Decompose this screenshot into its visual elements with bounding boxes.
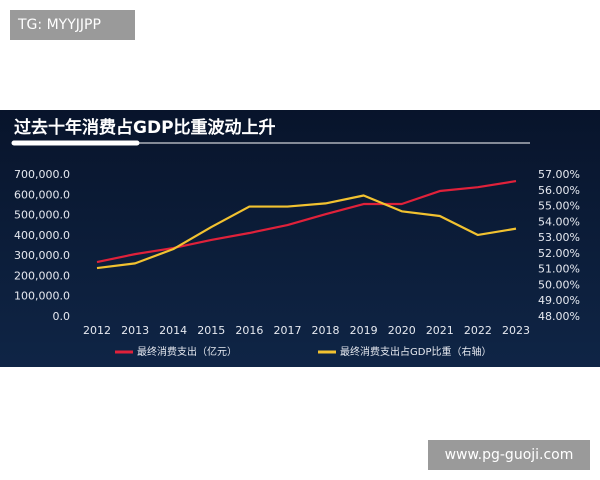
- y-tick-label: 400,000.0: [14, 229, 70, 242]
- y2-tick-label: 57.00%: [538, 168, 580, 181]
- y2-tick-label: 51.00%: [538, 263, 580, 276]
- x-tick-label: 2021: [426, 324, 454, 337]
- watermark: TG: MYYJJPP: [17, 17, 101, 33]
- y2-tick-label: 52.00%: [538, 247, 580, 260]
- y-tick-label: 200,000.0: [14, 269, 70, 282]
- legend-label: 最终消费支出占GDP比重（右轴）: [340, 345, 491, 358]
- y-tick-label: 600,000.0: [14, 188, 70, 201]
- y2-tick-label: 53.00%: [538, 231, 580, 244]
- x-tick-label: 2014: [159, 324, 187, 337]
- y-tick-label: 100,000.0: [14, 290, 70, 303]
- x-tick-label: 2022: [464, 324, 492, 337]
- y2-tick-label: 49.00%: [538, 294, 580, 307]
- x-tick-label: 2020: [388, 324, 416, 337]
- y-tick-label: 500,000.0: [14, 209, 70, 222]
- x-tick-label: 2017: [273, 324, 301, 337]
- y-tick-label: 700,000.0: [14, 168, 70, 181]
- y2-tick-label: 56.00%: [538, 184, 580, 197]
- series-line: [96, 194, 517, 270]
- x-tick-label: 2019: [350, 324, 378, 337]
- y2-tick-label: 48.00%: [538, 310, 580, 323]
- chart-panel: [0, 110, 600, 367]
- watermark: www.pg-guoji.com: [445, 447, 574, 463]
- series-line: [96, 179, 517, 264]
- y2-tick-label: 55.00%: [538, 200, 580, 213]
- x-tick-label: 2013: [121, 324, 149, 337]
- legend-label: 最终消费支出（亿元）: [137, 345, 237, 358]
- x-tick-label: 2016: [235, 324, 263, 337]
- x-tick-label: 2018: [312, 324, 340, 337]
- y-tick-label: 300,000.0: [14, 249, 70, 262]
- watermark-box: [10, 10, 135, 40]
- x-tick-label: 2012: [83, 324, 111, 337]
- x-tick-label: 2015: [197, 324, 225, 337]
- x-tick-label: 2023: [502, 324, 530, 337]
- watermark-box: [428, 440, 590, 470]
- y-tick-label: 0.0: [53, 310, 71, 323]
- y2-tick-label: 54.00%: [538, 215, 580, 228]
- chart-title: 过去十年消费占GDP比重波动上升: [14, 117, 276, 138]
- y2-tick-label: 50.00%: [538, 278, 580, 291]
